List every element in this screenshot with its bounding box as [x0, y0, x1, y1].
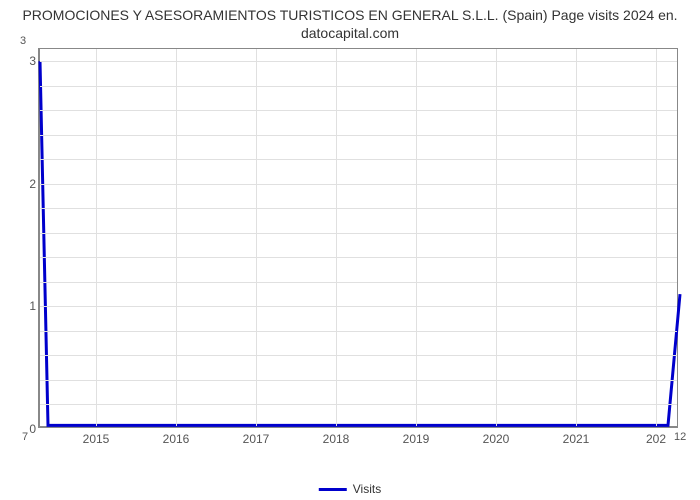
x-tick-label: 2015 [83, 432, 110, 446]
chart-title-line1: PROMOCIONES Y ASESORAMIENTOS TURISTICOS … [22, 7, 677, 23]
visits-line [40, 61, 680, 425]
x-tick-label: 2021 [563, 432, 590, 446]
hgrid-minor [40, 135, 677, 136]
vgrid-major [656, 49, 657, 426]
y-tick-label: 1 [18, 299, 36, 313]
hgrid-minor [40, 282, 677, 283]
line-series [40, 49, 680, 429]
x-tick-label: 202 [646, 432, 666, 446]
hgrid-minor [40, 86, 677, 87]
hgrid-minor [40, 331, 677, 332]
corner-bottom-right: 12 [674, 431, 686, 443]
x-tick-label: 2017 [243, 432, 270, 446]
vgrid-major [176, 49, 177, 426]
hgrid-minor [40, 380, 677, 381]
plot-area: 012320152016201720182019202020212023712 [38, 48, 678, 428]
hgrid-minor [40, 110, 677, 111]
hgrid-minor [40, 233, 677, 234]
x-tick-label: 2016 [163, 432, 190, 446]
legend-label: Visits [353, 482, 381, 496]
vgrid-major [576, 49, 577, 426]
hgrid-minor [40, 404, 677, 405]
hgrid-minor [40, 355, 677, 356]
x-tick-label: 2020 [483, 432, 510, 446]
x-tick-label: 2019 [403, 432, 430, 446]
hgrid-major [40, 184, 677, 185]
vgrid-major [416, 49, 417, 426]
vgrid-major [96, 49, 97, 426]
y-tick-label: 2 [18, 177, 36, 191]
hgrid-major [40, 61, 677, 62]
chart-title: PROMOCIONES Y ASESORAMIENTOS TURISTICOS … [0, 0, 700, 42]
vgrid-major [336, 49, 337, 426]
chart-area: 012320152016201720182019202020212023712 [38, 48, 678, 428]
corner-top-left: 3 [20, 35, 26, 47]
x-tick-label: 2018 [323, 432, 350, 446]
hgrid-minor [40, 159, 677, 160]
vgrid-major [496, 49, 497, 426]
hgrid-minor [40, 208, 677, 209]
vgrid-major [256, 49, 257, 426]
legend: Visits [319, 482, 381, 496]
corner-bottom-left: 7 [22, 431, 28, 443]
legend-swatch [319, 488, 347, 491]
hgrid-minor [40, 257, 677, 258]
y-tick-label: 3 [18, 54, 36, 68]
hgrid-major [40, 306, 677, 307]
chart-title-line2: datocapital.com [301, 25, 399, 41]
